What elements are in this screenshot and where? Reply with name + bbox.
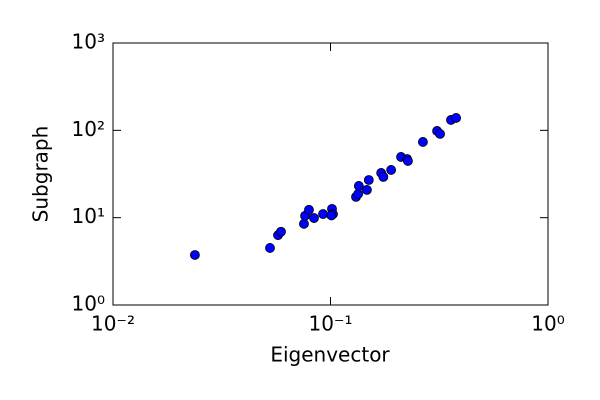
point — [435, 129, 445, 139]
point — [276, 226, 286, 237]
point — [451, 113, 462, 123]
point — [386, 165, 397, 175]
point — [361, 184, 372, 195]
point — [403, 156, 413, 166]
y-tick-label: 10³ — [72, 30, 105, 54]
x-axis-label: Eigenvector — [270, 343, 390, 367]
point — [190, 250, 200, 260]
x-tick-label: 10⁻² — [91, 312, 135, 336]
y-tick-label: 10⁰ — [72, 292, 105, 316]
point — [418, 137, 428, 147]
x-tick-label: 10⁻¹ — [308, 312, 352, 336]
plot-frame — [112, 42, 549, 306]
point — [299, 218, 309, 229]
point — [309, 213, 319, 223]
point — [265, 243, 275, 253]
point — [318, 209, 328, 219]
point — [326, 210, 337, 221]
point — [363, 175, 374, 185]
point — [353, 181, 364, 191]
x-tick-label: 10⁰ — [531, 312, 564, 336]
y-axis-label: Subgraph — [29, 126, 53, 223]
y-tick-label: 10¹ — [72, 204, 105, 228]
point — [353, 189, 364, 199]
y-tick-label: 10² — [72, 117, 105, 141]
point — [378, 171, 389, 182]
point — [304, 204, 314, 215]
